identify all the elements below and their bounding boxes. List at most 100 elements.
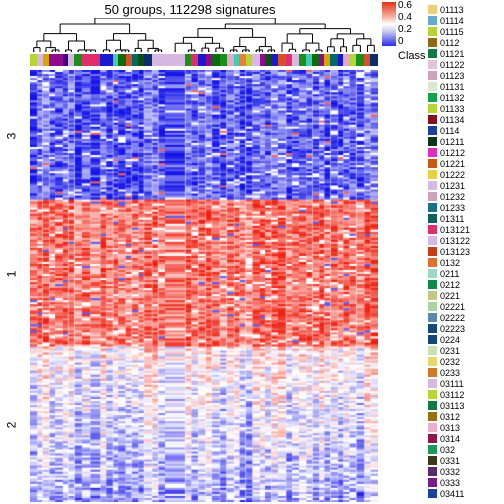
legend-item: 01115	[428, 26, 502, 37]
legend-item: 02221	[428, 301, 502, 312]
legend-label: 03113	[440, 401, 464, 411]
legend-label: 01133	[440, 104, 464, 114]
legend-swatch	[428, 5, 437, 14]
legend-label: 0314	[440, 434, 460, 444]
legend-label: 0232	[440, 357, 460, 367]
legend-item: 02222	[428, 312, 502, 323]
legend-swatch	[428, 324, 437, 333]
legend-item: 03411	[428, 488, 502, 499]
legend-swatch	[428, 357, 437, 366]
group-cell	[271, 54, 278, 66]
legend-swatch	[428, 203, 437, 212]
legend-swatch	[428, 412, 437, 421]
legend-swatch	[428, 258, 437, 267]
legend-label: 03112	[440, 390, 464, 400]
legend-item: 01232	[428, 191, 502, 202]
legend-label: 03111	[440, 379, 464, 389]
legend-swatch	[428, 379, 437, 388]
legend-swatch	[428, 401, 437, 410]
legend-label: 01123	[440, 71, 464, 81]
heatmap-canvas	[30, 70, 378, 502]
legend-item: 0312	[428, 411, 502, 422]
legend-swatch	[428, 423, 437, 432]
colorbar-gradient	[382, 2, 396, 46]
legend-swatch	[428, 115, 437, 124]
legend-swatch	[428, 16, 437, 25]
legend-item: 01221	[428, 158, 502, 169]
group-cell	[74, 54, 81, 66]
legend-swatch	[428, 368, 437, 377]
legend-item: 01212	[428, 147, 502, 158]
legend-swatch	[428, 434, 437, 443]
cb-tick-0: 0.6	[398, 0, 412, 11]
group-cell	[246, 54, 253, 66]
column-dendrogram	[30, 18, 378, 52]
legend-label: 0233	[440, 368, 460, 378]
legend-item: 01211	[428, 136, 502, 147]
legend-item: 0212	[428, 279, 502, 290]
legend-label: 01231	[440, 181, 465, 191]
legend-swatch	[428, 467, 437, 476]
legend-swatch	[428, 489, 437, 498]
legend-swatch	[428, 71, 437, 80]
legend-item: 013121	[428, 224, 502, 235]
legend-item: 01122	[428, 59, 502, 70]
group-cell	[118, 54, 125, 66]
legend-label: 013122	[440, 236, 470, 246]
legend-label: 0112	[440, 38, 459, 48]
legend-swatch	[428, 478, 437, 487]
legend-swatch	[428, 236, 437, 245]
legend-label: 0332	[440, 467, 460, 477]
legend-swatch	[428, 27, 437, 36]
legend-label: 02221	[440, 302, 465, 312]
legend-swatch	[428, 38, 437, 47]
legend-label: 0132	[440, 258, 460, 268]
group-cell	[144, 54, 152, 66]
group-cell	[191, 54, 198, 66]
legend-swatch	[428, 192, 437, 201]
group-cell	[330, 54, 337, 66]
legend-label: 0331	[440, 456, 460, 466]
legend-item: 01114	[428, 15, 502, 26]
legend-item: 0224	[428, 334, 502, 345]
legend-label: 01121	[440, 49, 464, 59]
legend-label: 0212	[440, 280, 460, 290]
cb-tick-3: 0	[398, 36, 404, 47]
legend-item: 03112	[428, 389, 502, 400]
group-cell	[356, 54, 364, 66]
legend-item: 013122	[428, 235, 502, 246]
class-label: Class	[398, 50, 426, 62]
legend-swatch	[428, 49, 437, 58]
group-cell	[55, 54, 63, 66]
legend-swatch	[428, 93, 437, 102]
group-cell	[220, 54, 227, 66]
legend-label: 01222	[440, 170, 465, 180]
legend-label: 01114	[440, 16, 464, 26]
group-cell	[90, 54, 100, 66]
legend-item: 0333	[428, 477, 502, 488]
legend-item: 032	[428, 444, 502, 455]
legend-item: 01132	[428, 92, 502, 103]
legend-item: 01311	[428, 213, 502, 224]
group-cell	[82, 54, 90, 66]
column-group-annotation	[30, 54, 378, 66]
legend-item: 03111	[428, 378, 502, 389]
chart-title: 50 groups, 112298 signatures	[0, 2, 380, 17]
legend-label: 0333	[440, 478, 460, 488]
legend-item: 01123	[428, 70, 502, 81]
legend-label: 0211	[440, 269, 459, 279]
legend-swatch	[428, 214, 437, 223]
legend-label: 01131	[440, 82, 464, 92]
legend-label: 01134	[440, 115, 464, 125]
group-cell	[292, 54, 299, 66]
legend-item: 0332	[428, 466, 502, 477]
legend-item: 01231	[428, 180, 502, 191]
row-block-label-3: 3	[4, 132, 18, 139]
legend-item: 0114	[428, 125, 502, 136]
row-block-label-1: 1	[4, 271, 18, 278]
legend-item: 0313	[428, 422, 502, 433]
legend-item: 01113	[428, 4, 502, 15]
legend-label: 01132	[440, 93, 464, 103]
legend-swatch	[428, 313, 437, 322]
legend-item: 0331	[428, 455, 502, 466]
